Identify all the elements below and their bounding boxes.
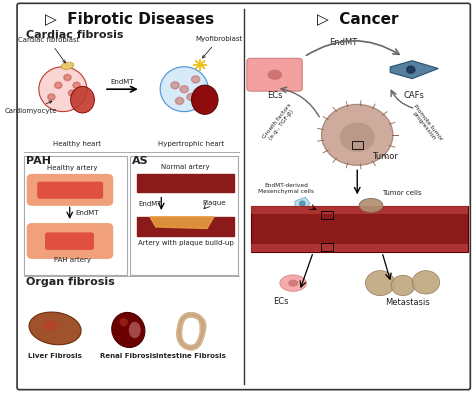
Text: Liver Fibrosis: Liver Fibrosis	[28, 353, 82, 359]
Text: Promote tumor
progression: Promote tumor progression	[408, 103, 444, 145]
Text: EndMT: EndMT	[138, 200, 162, 207]
Circle shape	[68, 90, 76, 96]
Ellipse shape	[39, 67, 87, 112]
Ellipse shape	[359, 198, 383, 213]
Polygon shape	[390, 61, 438, 79]
Text: Growth factors
(e.g., TGF-β): Growth factors (e.g., TGF-β)	[262, 103, 297, 143]
Ellipse shape	[129, 322, 141, 338]
Text: Hypertrophic heart: Hypertrophic heart	[158, 141, 224, 147]
Polygon shape	[150, 217, 214, 228]
Circle shape	[300, 201, 305, 206]
Text: Cardiac fibroblast: Cardiac fibroblast	[18, 37, 80, 63]
FancyBboxPatch shape	[24, 156, 127, 275]
Bar	[251, 206, 468, 214]
Ellipse shape	[280, 275, 306, 291]
FancyBboxPatch shape	[247, 59, 302, 91]
Circle shape	[175, 97, 184, 105]
Text: Myofibroblast: Myofibroblast	[195, 36, 242, 58]
Text: Metastasis: Metastasis	[385, 298, 430, 307]
Text: ECs: ECs	[273, 297, 289, 306]
Circle shape	[321, 105, 393, 165]
Circle shape	[48, 94, 55, 100]
Text: Intestine Fibrosis: Intestine Fibrosis	[156, 353, 226, 359]
Circle shape	[391, 275, 415, 296]
Circle shape	[171, 82, 179, 89]
Polygon shape	[295, 197, 310, 210]
Polygon shape	[137, 217, 234, 236]
FancyBboxPatch shape	[45, 232, 94, 250]
Text: Healthy artery: Healthy artery	[47, 165, 97, 171]
Circle shape	[180, 86, 188, 93]
Text: Normal artery: Normal artery	[161, 164, 210, 170]
Text: Healthy heart: Healthy heart	[53, 141, 100, 147]
Text: ▷  Fibrotic Diseases: ▷ Fibrotic Diseases	[45, 11, 214, 26]
FancyBboxPatch shape	[37, 182, 103, 199]
Ellipse shape	[29, 312, 81, 345]
Bar	[320, 243, 333, 251]
Ellipse shape	[112, 312, 145, 347]
Text: EndMT: EndMT	[75, 210, 99, 216]
Circle shape	[64, 74, 71, 81]
Ellipse shape	[267, 70, 282, 80]
Text: ECs: ECs	[267, 91, 283, 100]
Circle shape	[187, 94, 195, 101]
Ellipse shape	[61, 62, 74, 70]
Text: Plaque: Plaque	[202, 200, 226, 206]
FancyBboxPatch shape	[27, 174, 113, 206]
Circle shape	[407, 66, 415, 73]
Text: Cardiac fibrosis: Cardiac fibrosis	[26, 29, 124, 40]
Polygon shape	[137, 174, 234, 192]
Text: EndMT: EndMT	[110, 79, 134, 85]
Text: Renal Fibrosis: Renal Fibrosis	[100, 353, 156, 359]
Text: Cardiomyocyte: Cardiomyocyte	[5, 101, 57, 114]
Circle shape	[191, 76, 200, 83]
Text: PAH: PAH	[26, 156, 51, 165]
Ellipse shape	[43, 321, 58, 331]
Ellipse shape	[71, 86, 94, 113]
Circle shape	[340, 122, 374, 152]
Circle shape	[412, 271, 440, 294]
FancyBboxPatch shape	[17, 3, 470, 390]
Ellipse shape	[288, 279, 298, 286]
Circle shape	[365, 271, 395, 296]
Ellipse shape	[191, 85, 218, 114]
Text: CAFs: CAFs	[403, 91, 424, 100]
Text: Artery with plaque build-up: Artery with plaque build-up	[137, 240, 233, 246]
Text: Organ fibrosis: Organ fibrosis	[26, 277, 115, 287]
Text: EndMT-derived
Mesenchymal cells: EndMT-derived Mesenchymal cells	[258, 183, 314, 194]
Circle shape	[55, 82, 62, 88]
Bar	[320, 211, 333, 219]
Bar	[251, 244, 468, 252]
FancyBboxPatch shape	[27, 223, 113, 259]
FancyBboxPatch shape	[130, 156, 238, 275]
Text: EndMT: EndMT	[329, 38, 357, 47]
Text: Tumor cells: Tumor cells	[382, 190, 421, 196]
Bar	[251, 206, 468, 252]
Ellipse shape	[119, 318, 128, 327]
Bar	[352, 141, 363, 149]
Text: Tumor: Tumor	[372, 152, 398, 161]
Text: AS: AS	[132, 156, 149, 165]
Circle shape	[73, 82, 80, 88]
Text: PAH artery: PAH artery	[54, 257, 91, 263]
Text: ▷  Cancer: ▷ Cancer	[318, 11, 399, 26]
Ellipse shape	[160, 67, 208, 112]
